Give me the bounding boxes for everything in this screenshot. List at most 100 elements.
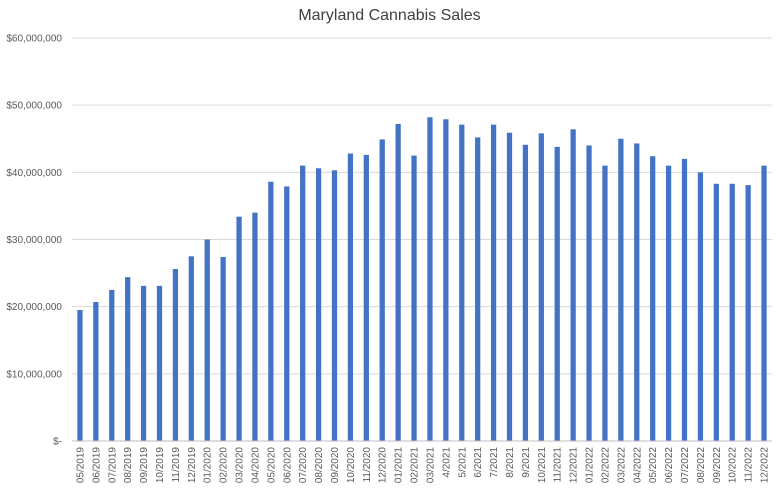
x-tick-label: 11/2022 (744, 447, 755, 483)
x-tick-label: 7/2021 (489, 447, 500, 478)
x-tick-label: 05/2022 (648, 447, 659, 484)
chart-title: Maryland Cannabis Sales (298, 7, 480, 24)
bar (220, 256, 226, 441)
x-tick-label: 11/2019 (171, 447, 182, 483)
x-tick-label: 06/2019 (91, 447, 102, 484)
x-tick-label: 8/2021 (505, 447, 516, 478)
bar (713, 183, 719, 442)
bar (427, 117, 433, 442)
x-tick-label: 07/2019 (107, 447, 118, 484)
bar (93, 301, 99, 441)
x-tick-label: 12/2021 (569, 447, 580, 484)
bar (156, 285, 163, 441)
bar (172, 269, 179, 441)
x-axis-tick-labels: 05/2019 06/2019 07/2019 08/2019 09/2019 10/20… (75, 447, 770, 484)
x-tick-label: 08/2022 (696, 447, 707, 484)
bar (602, 165, 608, 441)
x-tick-label: 08/2019 (123, 447, 134, 484)
bar (379, 139, 385, 441)
x-tick-label: 6/2021 (473, 447, 484, 478)
bar (284, 186, 290, 441)
bar (697, 172, 704, 442)
bar (538, 133, 544, 442)
bar (268, 181, 274, 441)
x-tick-label: 09/2022 (712, 447, 723, 484)
bar (506, 132, 513, 441)
x-tick-label: 03/2020 (235, 447, 246, 484)
bar (459, 124, 465, 442)
bar (77, 310, 83, 441)
bar (109, 289, 115, 441)
bar (125, 277, 131, 441)
bar (681, 158, 688, 441)
x-tick-label: 07/2022 (680, 447, 691, 484)
bar (650, 156, 656, 442)
bar (363, 154, 369, 441)
bar (745, 185, 751, 441)
bar (347, 153, 354, 441)
x-tick-label: 10/2020 (346, 447, 357, 484)
x-tick-label: 03/2022 (616, 447, 627, 484)
x-tick-label: 4/2021 (441, 447, 452, 478)
bar (236, 216, 242, 441)
x-tick-label: 08/2020 (314, 447, 325, 484)
gridlines (72, 37, 772, 375)
x-tick-label: 10/2021 (537, 447, 548, 484)
y-tick-label: $60,000,000 (6, 34, 62, 45)
bar (570, 129, 576, 441)
x-tick-label: 11/2021 (553, 447, 564, 483)
bar (490, 124, 497, 442)
bar (618, 138, 624, 441)
y-tick-label: $- (53, 437, 62, 448)
y-tick-label: $40,000,000 (6, 168, 62, 179)
x-tick-label: 10/2019 (155, 447, 166, 484)
x-tick-label: 02/2021 (410, 447, 421, 484)
x-tick-label: 04/2022 (632, 447, 643, 484)
bar (252, 212, 258, 441)
x-tick-label: 09/2019 (139, 447, 150, 484)
bar (443, 119, 449, 441)
x-tick-label: 03/2021 (425, 447, 436, 484)
bar (300, 165, 306, 441)
x-tick-label: 06/2022 (664, 447, 675, 484)
x-tick-label: 12/2022 (760, 447, 771, 484)
x-tick-label: 01/2022 (585, 447, 596, 484)
bar (395, 123, 401, 442)
bar (586, 145, 592, 441)
x-tick-label: 04/2020 (250, 447, 261, 484)
x-tick-label: 10/2022 (728, 447, 739, 484)
bar (331, 170, 338, 441)
x-tick-label: 05/2019 (75, 447, 86, 484)
x-tick-label: 02/2022 (600, 447, 611, 484)
x-tick-label: 12/2020 (378, 447, 389, 484)
bars (77, 117, 767, 442)
y-tick-label: $10,000,000 (6, 369, 62, 380)
bar (729, 183, 735, 442)
x-tick-label: 5/2021 (457, 447, 468, 478)
bar (188, 256, 194, 441)
x-tick-label: 07/2020 (298, 447, 309, 484)
y-tick-label: $30,000,000 (6, 235, 62, 246)
bar (140, 285, 147, 441)
x-tick-label: 11/2020 (362, 447, 373, 483)
bar (665, 165, 672, 441)
y-tick-label: $50,000,000 (6, 101, 62, 112)
y-axis-tick-labels: $- $10,000,000 $20,000,000 $30,000,000 $40,0… (6, 34, 62, 448)
bar (522, 144, 529, 442)
bar (204, 239, 210, 441)
x-tick-label: 12/2019 (187, 447, 198, 484)
y-tick-label: $20,000,000 (6, 302, 62, 313)
x-tick-label: 01/2021 (394, 447, 405, 484)
x-tick-label: 05/2020 (266, 447, 277, 484)
bar (634, 143, 640, 441)
bar (554, 146, 560, 441)
bar (411, 155, 417, 441)
x-tick-label: 09/2020 (330, 447, 341, 484)
bar (475, 137, 481, 441)
bar (761, 165, 767, 441)
x-tick-label: 02/2020 (219, 447, 230, 484)
x-tick-label: 06/2020 (282, 447, 293, 484)
bar (315, 168, 322, 441)
x-tick-label: 9/2021 (521, 447, 532, 478)
